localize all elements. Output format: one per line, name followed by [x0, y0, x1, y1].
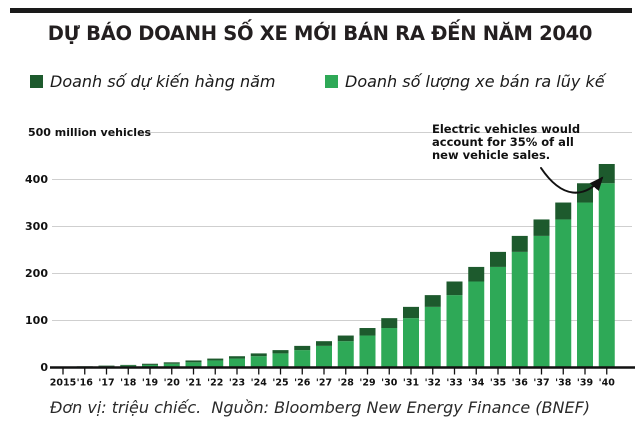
bar-annual-'32	[424, 295, 441, 307]
x-tick-label-'34: '34	[468, 378, 485, 389]
annotation-text: Electric vehicles would account for 35% o…	[432, 122, 580, 162]
x-tick-label-'40: '40	[599, 378, 616, 389]
y-axis-top-label: 500 million vehicles	[28, 126, 152, 139]
bar-annual-'26	[294, 345, 311, 351]
page-title: DỰ BÁO DOANH SỐ XE MỚI BÁN RA ĐẾN NĂM 20…	[47, 22, 593, 45]
bar-annual-'23	[229, 356, 245, 359]
x-tick-label-'35: '35	[490, 378, 506, 389]
x-tick-label-'33: '33	[446, 378, 462, 389]
x-tick-label-'22: '22	[207, 378, 223, 389]
x-tick-label-'25: '25	[272, 378, 288, 389]
bar-annual-'34	[468, 266, 485, 282]
x-tick-label-2015: 2015	[50, 378, 76, 389]
bar-cumulative-'31	[403, 318, 419, 368]
bar-annual-'36	[511, 235, 528, 252]
y-tick-label-400: 400	[25, 173, 48, 186]
bar-cumulative-'34	[468, 281, 485, 368]
bar-cumulative-'22	[207, 360, 224, 368]
bar-annual-'20	[163, 362, 180, 364]
bar-annual-'19	[142, 363, 158, 365]
x-tick-label-'16: '16	[77, 378, 94, 389]
bar-annual-'18	[120, 364, 137, 366]
bar-cumulative-'38	[555, 219, 572, 368]
x-tick-label-'29: '29	[359, 378, 375, 389]
legend-label-annual: Doanh số dự kiến hàng năm	[50, 72, 276, 91]
x-tick-label-'31: '31	[403, 378, 419, 389]
legend-swatch-cumulative-icon	[325, 75, 338, 88]
bar-annual-'29	[359, 328, 376, 336]
legend-item-annual: Doanh số dự kiến hàng năm	[30, 72, 276, 91]
bar-cumulative-'25	[272, 353, 289, 368]
x-tick-label-'39: '39	[577, 378, 593, 389]
bar-annual-'31	[403, 306, 419, 319]
x-tick-label-'32: '32	[425, 378, 441, 389]
chart-legend: Doanh số dự kiến hàng năm Doanh số lượng…	[0, 72, 640, 94]
bar-cumulative-'30	[381, 328, 398, 368]
legend-item-cumulative: Doanh số lượng xe bán ra lũy kế	[325, 72, 605, 91]
x-tick-label-'36: '36	[512, 378, 529, 389]
x-tick-label-'30: '30	[381, 378, 398, 389]
bar-annual-'37	[533, 219, 550, 236]
bar-cumulative-'28	[337, 341, 354, 368]
bar-cumulative-'35	[490, 266, 506, 368]
y-tick-label-200: 200	[25, 267, 48, 280]
bar-cumulative-'20	[163, 363, 180, 368]
x-tick-label-'27: '27	[316, 378, 332, 389]
bar-annual-'33	[446, 281, 463, 296]
annotation-arrow	[540, 167, 604, 194]
bar-annual-'30	[381, 318, 398, 329]
bar-cumulative-'39	[577, 202, 593, 368]
y-tick-label-100: 100	[25, 314, 48, 327]
legend-label-cumulative: Doanh số lượng xe bán ra lũy kế	[345, 72, 605, 91]
bar-cumulative-'23	[229, 358, 245, 368]
x-tick-label-'24: '24	[251, 378, 268, 389]
bar-cumulative-'32	[424, 306, 441, 368]
x-tick-label-'17: '17	[98, 378, 114, 389]
bar-cumulative-'21	[185, 362, 202, 368]
bar-annual-'21	[185, 360, 202, 363]
bar-chart: 100 200 300 400 500 million vehicles 02015'16…	[25, 122, 635, 389]
bar-annual-'24	[250, 353, 267, 357]
legend-swatch-annual-icon	[30, 75, 43, 88]
source-caption: Đơn vị: triệu chiếc. Nguồn: Bloomberg Ne…	[49, 398, 591, 417]
y-tick-label-300: 300	[25, 220, 48, 233]
bar-cumulative-'26	[294, 350, 311, 368]
x-tick-label-'37: '37	[533, 378, 549, 389]
bar-cumulative-'24	[250, 356, 267, 368]
bar-cumulative-'36	[511, 251, 528, 368]
bar-annual-'17	[98, 365, 115, 367]
x-tick-label-'19: '19	[142, 378, 158, 389]
bar-cumulative-'37	[533, 235, 550, 368]
bar-annual-'27	[316, 341, 332, 346]
top-rule	[10, 8, 632, 13]
bar-annual-'25	[272, 350, 289, 354]
x-tick-label-'38: '38	[555, 378, 572, 389]
x-tick-label-'18: '18	[120, 378, 137, 389]
x-tick-label-'23: '23	[229, 378, 245, 389]
bar-annual-'35	[490, 251, 506, 267]
bar-annual-'38	[555, 202, 572, 220]
x-tick-label-'20: '20	[164, 378, 181, 389]
bar-annual-'22	[207, 358, 224, 361]
x-tick-label-'28: '28	[338, 378, 355, 389]
x-tick-label-'21: '21	[185, 378, 201, 389]
bar-cumulative-'29	[359, 335, 376, 368]
y-tick-label-0: 0	[40, 361, 48, 374]
x-tick-label-'26: '26	[294, 378, 311, 389]
bar-cumulative-'33	[446, 295, 463, 368]
bar-cumulative-'40	[598, 183, 615, 368]
bar-cumulative-'27	[316, 345, 332, 368]
bar-annual-'28	[337, 335, 354, 342]
